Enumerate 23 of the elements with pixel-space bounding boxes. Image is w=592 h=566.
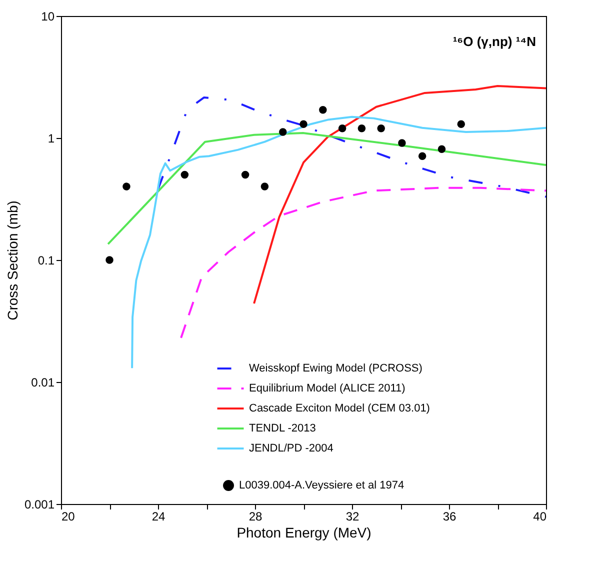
legend-label: Equilibrium Model (ALICE 2011) xyxy=(249,382,406,394)
line-series xyxy=(180,186,546,339)
y-tick-label: 0.1 xyxy=(38,254,55,268)
legend-label: TENDL -2013 xyxy=(249,422,316,434)
y-tick-label: 0.01 xyxy=(31,376,55,390)
line-series xyxy=(107,132,546,246)
line-series xyxy=(253,84,546,304)
legend-label: Weisskopf Ewing Model (PCROSS) xyxy=(249,362,422,374)
y-axis-title: Cross Section (mb) xyxy=(4,200,20,320)
legend-label: L0039.004-A.Veyssiere et al 1974 xyxy=(239,480,404,492)
x-tick-label: 32 xyxy=(346,510,360,524)
x-tick-label: 28 xyxy=(248,510,262,524)
x-tick-label: 24 xyxy=(152,510,166,524)
y-tick-label: 1 xyxy=(48,132,55,146)
y-tick-label: 10 xyxy=(41,10,55,24)
text: ¹⁶O (γ,np) ¹⁴N xyxy=(452,34,536,49)
x-tick-label: 40 xyxy=(533,510,547,524)
legend-label: JENDL/PD -2004 xyxy=(249,442,334,454)
x-tick-label: 20 xyxy=(62,510,76,524)
x-axis-title: Photon Energy (MeV) xyxy=(236,524,372,540)
x-tick-label: 36 xyxy=(442,510,456,524)
y-tick-label: 0.001 xyxy=(24,498,55,512)
legend-label: Cascade Exciton Model (CEM 03.01) xyxy=(249,402,430,414)
